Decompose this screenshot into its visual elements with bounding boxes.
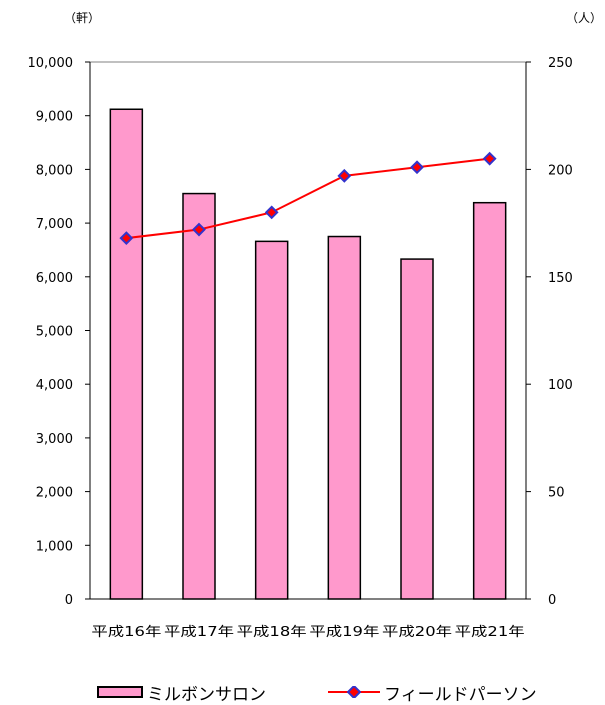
right-tick-label-2: 100 <box>548 378 573 393</box>
left-tick-label-7: 7,000 <box>36 217 73 232</box>
left-tick-label-1: 1,000 <box>36 539 73 554</box>
left-tick-label-10: 10,000 <box>28 56 74 71</box>
right-tick-label-3: 150 <box>548 271 573 286</box>
line-marker-5 <box>482 151 497 166</box>
right-tick-label-1: 50 <box>548 486 565 501</box>
bar-1 <box>182 192 216 600</box>
left-tick-label-6: 6,000 <box>36 271 73 286</box>
x-tick-label-1: 平成17年 <box>164 625 234 640</box>
line-path <box>126 157 490 240</box>
right-tick-label-4: 200 <box>548 163 573 178</box>
line-marker-0 <box>119 231 134 246</box>
left-tick-label-9: 9,000 <box>36 110 73 125</box>
left-tick-label-5: 5,000 <box>36 325 73 340</box>
left-tick-label-2: 2,000 <box>36 486 73 501</box>
right-tick-label-0: 0 <box>548 593 556 608</box>
x-tick-label-0: 平成16年 <box>91 625 161 640</box>
line-marker-1 <box>192 222 206 237</box>
bar-3 <box>327 235 362 600</box>
legend-item-line: フィールドパーソン <box>328 682 537 705</box>
line-series <box>119 151 497 246</box>
plot-frame <box>89 61 527 600</box>
bar-2 <box>254 240 289 600</box>
bar-0 <box>109 108 144 600</box>
right-tick-label-5: 250 <box>548 56 573 71</box>
bar-5 <box>472 201 507 600</box>
x-axis-ticks: 平成16年 平成17年 平成18年 平成19年 平成20年 平成21年 <box>91 625 524 640</box>
left-tick-label-4: 4,000 <box>36 378 73 393</box>
left-tick-label-8: 8,000 <box>36 163 73 178</box>
legend-line-swatch <box>328 686 380 698</box>
legend-bar-swatch <box>97 686 143 698</box>
x-tick-label-5: 平成21年 <box>455 625 525 640</box>
x-tick-label-3: 平成19年 <box>309 625 379 640</box>
left-axis-ticks: 0 1,000 2,000 3,000 4,000 5,000 6,000 7,000 8,00… <box>28 56 90 608</box>
x-tick-label-4: 平成20年 <box>382 625 452 640</box>
x-tick-label-2: 平成18年 <box>237 625 307 640</box>
line-marker-2 <box>264 205 279 220</box>
left-tick-label-3: 3,000 <box>36 432 73 447</box>
legend-line-label: フィールドパーソン <box>384 684 537 705</box>
line-marker-3 <box>337 168 352 183</box>
left-tick-label-0: 0 <box>65 593 73 608</box>
legend-bar-label: ミルボンサロン <box>147 684 266 705</box>
bar-4 <box>400 258 434 600</box>
bar-series <box>109 108 507 600</box>
left-axis-unit: （軒） <box>64 11 101 25</box>
line-marker-4 <box>410 160 424 175</box>
right-axis-ticks: 0 50 100 150 200 250 <box>526 56 573 608</box>
legend-item-bar: ミルボンサロン <box>97 682 266 705</box>
right-axis-unit: （人） <box>566 11 603 25</box>
